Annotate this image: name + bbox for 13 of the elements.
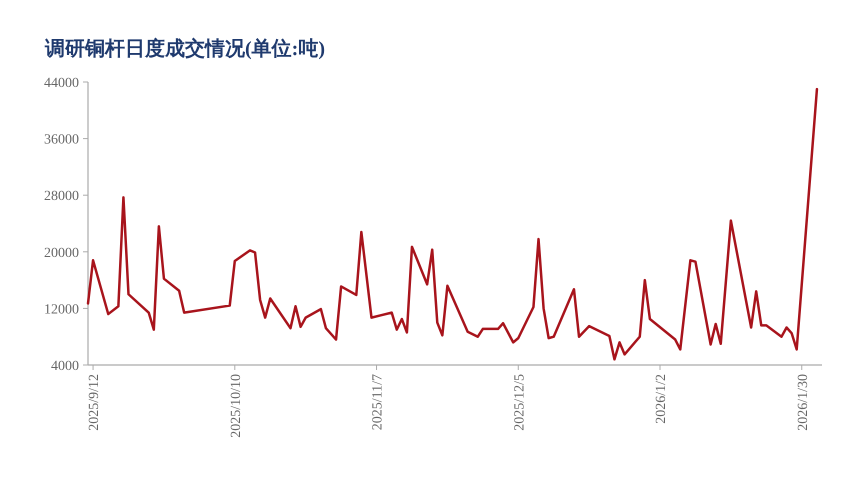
ytick: 20000 — [44, 246, 79, 261]
xtick: 2025/10/10 — [228, 374, 244, 438]
xtick: 2025/9/12 — [87, 374, 102, 431]
xtick: 2025/12/5 — [512, 374, 528, 431]
ytick: 36000 — [44, 132, 79, 148]
xtick: 2025/11/7 — [370, 374, 386, 430]
ytick: 12000 — [44, 302, 79, 318]
title: 调研铜杆日度成交情况(单位:吨) — [45, 38, 325, 60]
ytick: 4000 — [51, 359, 79, 374]
xtick: 2026/1/30 — [796, 374, 811, 431]
ytick: 44000 — [44, 76, 79, 91]
xtick: 2026/1/2 — [654, 374, 670, 424]
ytick: 28000 — [44, 189, 79, 204]
